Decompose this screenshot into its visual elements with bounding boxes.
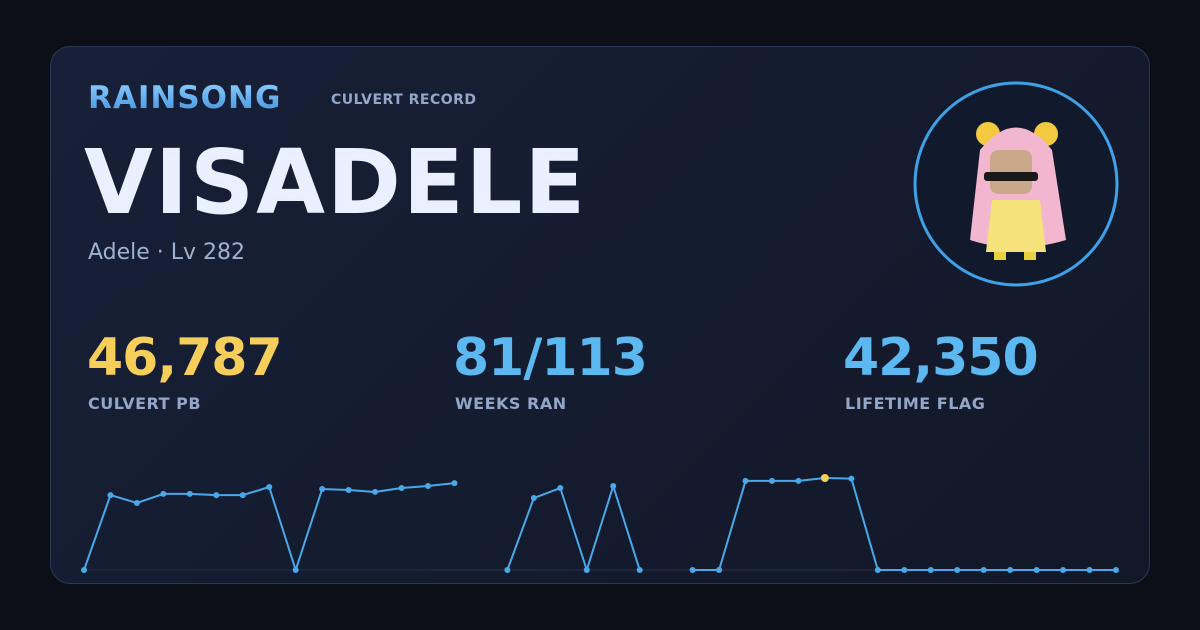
point <box>292 567 299 573</box>
line <box>83 476 1116 574</box>
point <box>530 495 537 502</box>
stat-value: 42,350 <box>843 328 1039 388</box>
player-info: Adele · Lv 282 <box>88 240 246 265</box>
point <box>583 567 590 573</box>
point <box>1060 567 1067 573</box>
point <box>160 490 167 497</box>
point <box>213 492 220 499</box>
point <box>1113 567 1119 573</box>
point <box>107 492 114 499</box>
best-point <box>820 474 829 482</box>
point <box>451 480 458 487</box>
point <box>1033 567 1040 573</box>
point <box>742 477 749 484</box>
point <box>345 486 352 493</box>
stat-value: 46,787 <box>87 328 283 388</box>
brand: RAINSONG <box>88 80 282 116</box>
point <box>954 567 961 573</box>
point <box>557 485 564 492</box>
point <box>874 567 881 573</box>
point <box>266 484 273 491</box>
point <box>504 567 511 573</box>
point <box>239 492 246 499</box>
stat-label: CULVERT PB <box>88 394 202 413</box>
point <box>1007 567 1014 573</box>
point <box>186 490 193 497</box>
avatar <box>913 81 1119 287</box>
point <box>398 485 405 492</box>
point <box>927 567 934 573</box>
point <box>795 477 802 484</box>
player-name: VISADELE <box>84 130 588 234</box>
point <box>716 567 723 573</box>
point <box>133 499 140 506</box>
point <box>1086 567 1093 573</box>
stat-label: LIFETIME FLAG <box>845 394 986 413</box>
point <box>319 485 326 492</box>
point <box>81 567 87 573</box>
point <box>901 567 908 573</box>
point <box>610 483 617 490</box>
point <box>636 567 643 573</box>
point <box>980 567 987 573</box>
record-tag: CULVERT RECORD <box>331 92 477 108</box>
point <box>769 477 775 484</box>
point <box>372 488 379 495</box>
stat-label: WEEKS RAN <box>455 394 567 413</box>
point <box>425 483 431 490</box>
point <box>848 475 855 482</box>
point <box>689 567 696 573</box>
stat-value: 81/113 <box>453 328 648 388</box>
